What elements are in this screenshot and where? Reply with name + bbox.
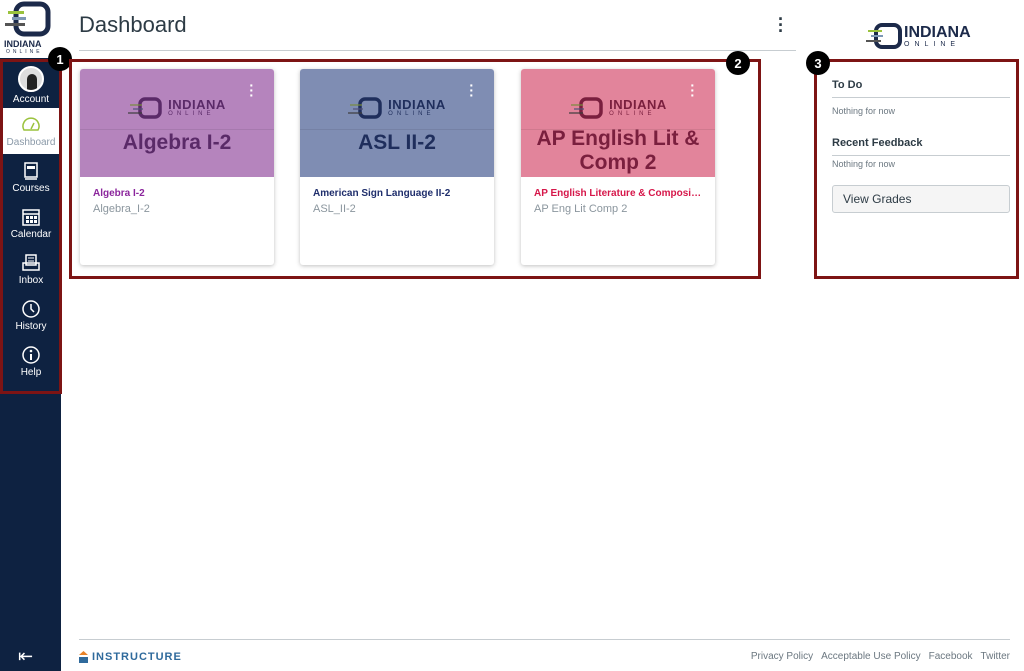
- course-card-hero[interactable]: INDIANA ONLINE Algebra I-2 · · ·: [80, 69, 274, 177]
- brand-sub: ONLINE: [6, 49, 43, 55]
- brand-name: INDIANA: [168, 97, 226, 112]
- annotation-badge-3: 3: [806, 51, 830, 75]
- nav-history[interactable]: History: [3, 292, 59, 338]
- course-card[interactable]: INDIANA ONLINE Algebra I-2 · · · Algebra I-…: [80, 69, 274, 265]
- nav-label: Dashboard: [6, 136, 56, 148]
- card-hero-title: ASL II-2: [358, 131, 436, 154]
- nav-label: Account: [12, 93, 50, 105]
- nav-label: Help: [20, 366, 42, 378]
- indiana-online-logo: INDIANA ONLINE: [866, 22, 976, 57]
- course-link[interactable]: American Sign Language II-2: [313, 188, 451, 199]
- header-divider: [79, 50, 796, 51]
- course-link[interactable]: AP English Literature & Compositi...: [534, 188, 702, 199]
- todo-section: To Do Nothing for now: [832, 79, 1010, 116]
- brand-name: INDIANA: [609, 97, 667, 112]
- indiana-online-logo-icon: [128, 97, 162, 119]
- todo-heading: To Do: [832, 79, 1010, 98]
- page-title: Dashboard: [79, 12, 187, 37]
- dashboard-options-icon[interactable]: · · ·: [778, 9, 784, 41]
- instructure-logo-icon: [79, 651, 88, 663]
- nav-account[interactable]: Account: [3, 62, 59, 108]
- feedback-heading: Recent Feedback: [832, 137, 1010, 156]
- acceptable-use-link[interactable]: Acceptable Use Policy: [821, 651, 921, 662]
- card-options-icon[interactable]: · · ·: [690, 77, 695, 103]
- brand-logo[interactable]: INDIANA ONLINE: [0, 0, 61, 58]
- course-card[interactable]: INDIANA ONLINE ASL II-2 · · · American Sign…: [300, 69, 494, 265]
- card-logo: INDIANA ONLINE: [128, 93, 226, 123]
- instructure-logo[interactable]: INSTRUCTURE: [79, 651, 182, 663]
- card-options-icon[interactable]: · · ·: [249, 77, 254, 103]
- card-hero-title: Algebra I-2: [122, 131, 232, 154]
- footer-links: Privacy Policy Acceptable Use Policy Fac…: [751, 651, 1010, 662]
- card-logo: INDIANA ONLINE: [569, 93, 667, 123]
- brand-sub: ONLINE: [168, 111, 215, 117]
- brand-name: INDIANA: [388, 97, 446, 112]
- nav-dashboard[interactable]: Dashboard: [3, 108, 59, 154]
- nav-courses[interactable]: Courses: [3, 154, 59, 200]
- brand-sub: ONLINE: [904, 41, 961, 48]
- feedback-empty: Nothing for now: [832, 159, 896, 169]
- feedback-section: Recent Feedback Nothing for now: [832, 137, 1010, 169]
- course-code: ASL_II-2: [313, 203, 356, 215]
- nav-label: Calendar: [10, 228, 52, 240]
- clock-icon: [22, 299, 40, 318]
- privacy-policy-link[interactable]: Privacy Policy: [750, 651, 814, 662]
- course-code: Algebra_I-2: [93, 203, 150, 215]
- collapse-nav-icon[interactable]: ⇤: [18, 646, 34, 666]
- course-code: AP Eng Lit Comp 2: [534, 203, 628, 215]
- todo-empty: Nothing for now: [832, 106, 896, 116]
- course-link[interactable]: Algebra I-2: [93, 188, 145, 199]
- brand-name: INDIANA: [904, 24, 971, 41]
- course-card[interactable]: INDIANA ONLINE AP English Lit & Comp 2 · ·…: [521, 69, 715, 265]
- instructure-text: INSTRUCTURE: [92, 651, 182, 663]
- brand-sub: ONLINE: [609, 111, 656, 117]
- nav-label: Inbox: [18, 274, 44, 286]
- global-nav: INDIANA ONLINE Account Dashboard Courses…: [0, 0, 61, 671]
- card-logo: INDIANA ONLINE: [348, 93, 446, 123]
- twitter-link[interactable]: Twitter: [980, 651, 1010, 662]
- card-options-icon[interactable]: · · ·: [469, 77, 474, 103]
- nav-label: Courses: [12, 182, 50, 194]
- nav-calendar[interactable]: Calendar: [3, 200, 59, 246]
- calendar-icon: [22, 208, 40, 226]
- card-hero-title: AP English Lit & Comp 2: [536, 127, 700, 174]
- indiana-online-logo-icon: [866, 23, 902, 49]
- nav-inbox[interactable]: Inbox: [3, 246, 59, 292]
- annotation-badge-2: 2: [726, 51, 750, 75]
- brand-name: INDIANA: [4, 39, 42, 49]
- footer-divider: [79, 639, 1010, 640]
- indiana-online-logo-icon: [5, 1, 51, 37]
- facebook-link[interactable]: Facebook: [928, 651, 973, 662]
- inbox-icon: [22, 253, 40, 271]
- info-icon: [22, 345, 40, 364]
- nav-help[interactable]: Help: [3, 338, 59, 384]
- dashboard-icon: [22, 116, 40, 131]
- course-card-hero[interactable]: INDIANA ONLINE ASL II-2 · · ·: [300, 69, 494, 177]
- indiana-online-logo-icon: [569, 97, 603, 119]
- brand-sub: ONLINE: [388, 111, 435, 117]
- nav-label: History: [15, 320, 47, 332]
- view-grades-button[interactable]: View Grades: [832, 185, 1010, 213]
- avatar: [18, 65, 44, 92]
- course-card-hero[interactable]: INDIANA ONLINE AP English Lit & Comp 2 · ·…: [521, 69, 715, 177]
- courses-icon: [24, 161, 38, 180]
- indiana-online-logo-icon: [348, 97, 382, 119]
- annotation-badge-1: 1: [48, 47, 72, 71]
